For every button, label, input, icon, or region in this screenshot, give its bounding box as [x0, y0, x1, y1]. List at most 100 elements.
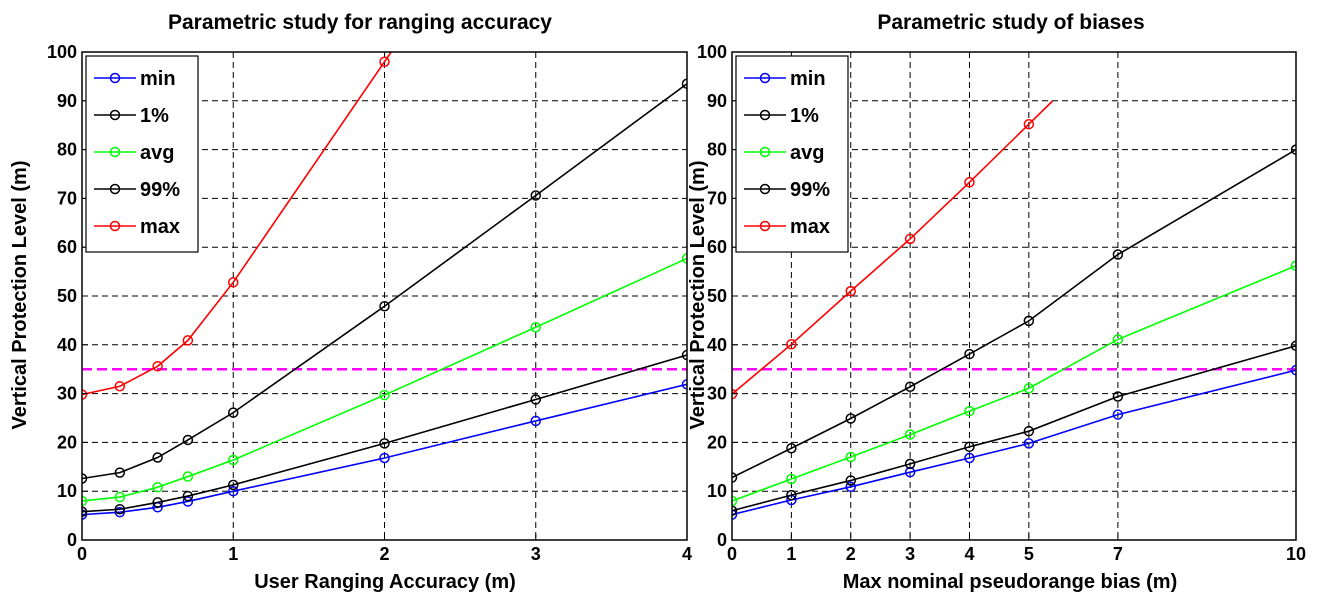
legend-label-min: min — [790, 68, 826, 90]
series-line-avg — [732, 265, 1296, 502]
data-point-99% — [228, 407, 239, 418]
data-point-min — [379, 452, 390, 464]
data-point-1% — [530, 394, 541, 405]
chart-title: Parametric study for ranging accuracy — [168, 11, 552, 34]
y-axis-label: Vertical Protection Level (m) — [9, 161, 31, 430]
data-point-min — [1112, 409, 1124, 420]
data-point-avg — [530, 321, 541, 333]
x-tick-label: 4 — [682, 544, 692, 564]
data-point-99% — [964, 348, 975, 360]
data-point-1% — [845, 475, 856, 486]
y-tick-label: 60 — [707, 237, 727, 257]
legend-box — [735, 55, 849, 253]
x-tick-label: 4 — [964, 544, 974, 564]
y-tick-label: 50 — [707, 286, 727, 306]
data-point-99% — [1023, 315, 1035, 327]
data-point-avg — [82, 495, 88, 507]
series-line-min — [82, 383, 687, 516]
series-line-99% — [732, 148, 1296, 479]
data-point-1% — [82, 506, 88, 517]
data-point-min — [182, 496, 194, 507]
data-point-avg — [964, 405, 975, 417]
y-tick-label: 40 — [57, 335, 77, 355]
chart-ranging-accuracy: Parametric study for ranging accuracy Us… — [9, 11, 692, 593]
legend-marker-1% — [759, 109, 771, 121]
data-point-1% — [152, 497, 163, 508]
data-point-1% — [681, 349, 687, 361]
legend-label-min: min — [140, 68, 176, 90]
legend-label-avg: avg — [140, 142, 174, 164]
y-tick-label: 20 — [707, 432, 727, 452]
series-layer — [732, 100, 1296, 520]
series-line-max — [82, 52, 393, 396]
data-point-1% — [786, 489, 797, 501]
data-point-avg — [786, 473, 797, 485]
legend-box — [85, 55, 199, 253]
y-tick-label: 100 — [697, 42, 727, 62]
legend-marker-avg — [759, 146, 771, 158]
data-point-99% — [152, 452, 163, 463]
y-tick-label: 0 — [67, 530, 77, 550]
y-tick-label: 50 — [57, 286, 77, 306]
series-line-1% — [732, 345, 1296, 512]
x-tick-label: 2 — [846, 544, 856, 564]
legend-label-max: max — [790, 216, 830, 238]
legend: min 1% avg 99% max — [85, 55, 199, 253]
legend-marker-max — [759, 220, 771, 232]
data-point-avg — [904, 429, 916, 440]
data-point-min — [530, 415, 541, 427]
data-point-avg — [681, 253, 687, 264]
chart-biases: Parametric study of biases Max nominal p… — [687, 11, 1306, 593]
legend-marker-max — [109, 220, 121, 232]
data-point-1% — [379, 438, 390, 449]
series-line-99% — [82, 83, 687, 480]
y-tick-label: 10 — [57, 481, 77, 501]
data-point-max — [152, 361, 163, 372]
legend-marker-99% — [109, 183, 121, 195]
y-axis-label: Vertical Protection Level (m) — [687, 161, 709, 430]
y-tick-label: 80 — [57, 140, 77, 160]
data-point-99% — [732, 472, 738, 483]
data-point-1% — [182, 490, 194, 502]
y-tick-label: 0 — [717, 530, 727, 550]
x-tick-label: 0 — [727, 544, 737, 564]
data-point-avg — [1023, 382, 1035, 394]
data-point-max — [845, 285, 856, 297]
data-point-1% — [904, 458, 916, 470]
data-point-1% — [1023, 425, 1035, 437]
data-point-max — [228, 277, 239, 288]
data-point-99% — [114, 467, 126, 478]
legend-marker-1% — [109, 109, 121, 121]
data-point-max — [1023, 118, 1035, 130]
data-point-99% — [681, 78, 687, 89]
legend-marker-min — [759, 72, 771, 84]
x-tick-label: 1 — [228, 544, 238, 564]
legend-label-1%: 1% — [790, 105, 819, 127]
legend-marker-min — [109, 72, 121, 84]
y-tick-label: 30 — [707, 384, 727, 404]
x-tick-label: 0 — [77, 544, 87, 564]
data-point-99% — [904, 381, 916, 393]
y-tick-label: 20 — [57, 432, 77, 452]
legend: min 1% avg 99% max — [735, 55, 849, 253]
y-tick-label: 70 — [707, 188, 727, 208]
y-tick-label: 30 — [57, 384, 77, 404]
data-point-min — [732, 509, 738, 520]
x-tick-label: 2 — [379, 544, 389, 564]
data-point-avg — [228, 454, 239, 466]
data-point-avg — [732, 495, 738, 507]
data-point-99% — [1290, 144, 1296, 155]
y-tick-label: 100 — [47, 42, 77, 62]
data-point-99% — [786, 443, 797, 454]
y-tick-label: 70 — [57, 188, 77, 208]
data-point-min — [964, 452, 975, 464]
y-tick-label: 90 — [57, 91, 77, 111]
data-point-99% — [379, 300, 390, 312]
data-point-min — [114, 506, 126, 518]
data-point-avg — [1290, 260, 1296, 271]
data-point-1% — [114, 504, 126, 515]
legend-label-99%: 99% — [140, 179, 180, 201]
x-tick-label: 3 — [905, 544, 915, 564]
x-tick-label: 7 — [1113, 544, 1123, 564]
data-point-99% — [1112, 249, 1124, 260]
